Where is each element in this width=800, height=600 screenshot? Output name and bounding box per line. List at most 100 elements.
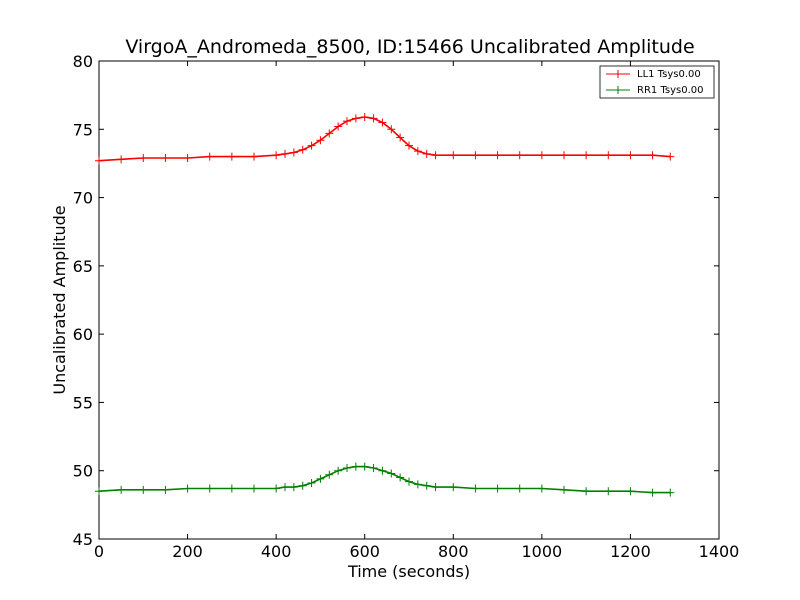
data-point [139, 485, 148, 494]
x-tick-label: 600 [349, 542, 380, 561]
data-point [369, 114, 378, 123]
data-point [582, 487, 591, 496]
data-point [604, 151, 613, 160]
data-point [205, 152, 214, 161]
plot-area: 0 200 400 600 800 1000 1200 1400 45 50 55 60 65 70 75 8… [73, 52, 740, 561]
y-tick-label: 70 [73, 189, 93, 208]
y-tick-label: 60 [73, 325, 93, 344]
data-point [422, 149, 431, 158]
data-point [471, 151, 480, 160]
data-point [493, 151, 502, 160]
data-point [537, 484, 546, 493]
x-tick-label: 1200 [610, 542, 651, 561]
x-tick-label: 0 [94, 542, 104, 561]
x-tick-label: 400 [261, 542, 292, 561]
x-axis-title: Time (seconds) [347, 562, 470, 581]
data-point [250, 484, 258, 493]
data-point [298, 145, 307, 154]
data-point [582, 151, 591, 160]
data-point [117, 155, 126, 164]
data-point [378, 118, 387, 127]
x-tick-label: 1000 [521, 542, 562, 561]
data-point [515, 151, 524, 160]
data-point [95, 156, 103, 165]
y-tick-label: 45 [73, 530, 93, 549]
data-point [666, 152, 675, 161]
series-ll1 [95, 112, 675, 165]
x-tick-label: 200 [172, 542, 203, 561]
data-point [560, 485, 568, 494]
y-tick-label: 50 [73, 462, 93, 481]
series-rr1 [95, 462, 675, 497]
tick-layer: 0 200 400 600 800 1000 1200 1400 45 50 55 60 65 70 75 8… [73, 52, 740, 561]
data-point [281, 483, 289, 492]
legend-box [599, 65, 715, 99]
data-point [289, 483, 298, 492]
data-point [95, 487, 103, 496]
data-point [396, 473, 405, 482]
data-point [396, 133, 405, 142]
legend-marker-ll1 [614, 70, 622, 78]
legend-label-ll1: LL1 Tsys0.00 [637, 69, 701, 80]
data-point [378, 466, 387, 475]
data-point [351, 462, 360, 471]
data-point [250, 152, 258, 161]
data-point [272, 484, 281, 493]
data-point [449, 151, 458, 160]
data-point [289, 148, 298, 157]
data-point [626, 151, 635, 160]
data-point [205, 484, 214, 493]
y-tick-label: 80 [73, 52, 93, 71]
legend-label-rr1: RR1 Tsys0.00 [637, 85, 704, 96]
data-point [298, 481, 307, 490]
data-point [431, 483, 440, 492]
plot-frame [98, 60, 720, 540]
data-point [471, 484, 480, 493]
data-point [307, 479, 316, 488]
data-point [307, 141, 316, 150]
data-point [183, 484, 192, 493]
data-point [343, 463, 351, 472]
data-point [360, 462, 369, 471]
legend-marker-rr1 [614, 86, 622, 94]
data-point [515, 484, 524, 493]
data-point [405, 141, 413, 150]
data-point [351, 114, 360, 123]
data-point [272, 151, 281, 160]
y-tick-label: 55 [73, 393, 93, 412]
data-point [449, 483, 458, 492]
data-point [648, 488, 657, 497]
data-point [413, 147, 422, 156]
data-point [227, 484, 236, 493]
data-point [666, 488, 675, 497]
data-point [648, 151, 657, 160]
data-point [334, 122, 343, 131]
data-point [161, 153, 170, 162]
data-point [316, 474, 325, 483]
y-tick-label: 65 [73, 257, 93, 276]
data-point [604, 487, 613, 496]
data-point [117, 485, 126, 494]
x-tick-label: 1400 [699, 542, 740, 561]
data-point [183, 153, 192, 162]
data-point [626, 487, 635, 496]
data-point [405, 477, 413, 486]
data-point [360, 112, 369, 121]
data-point [493, 484, 502, 493]
data-point [387, 125, 396, 134]
data-point [316, 136, 325, 145]
data-point [431, 151, 440, 160]
x-tick-label: 800 [438, 542, 469, 561]
y-axis-title: Uncalibrated Amplitude [50, 205, 69, 394]
data-point [537, 151, 546, 160]
legend: LL1 Tsys0.00 RR1 Tsys0.00 [599, 65, 715, 99]
data-point [560, 151, 568, 160]
data-point [227, 152, 236, 161]
data-point [161, 485, 170, 494]
data-point [343, 117, 351, 126]
data-point [325, 129, 334, 138]
y-tick-label: 75 [73, 120, 93, 139]
data-point [413, 480, 422, 489]
data-point [334, 466, 343, 475]
